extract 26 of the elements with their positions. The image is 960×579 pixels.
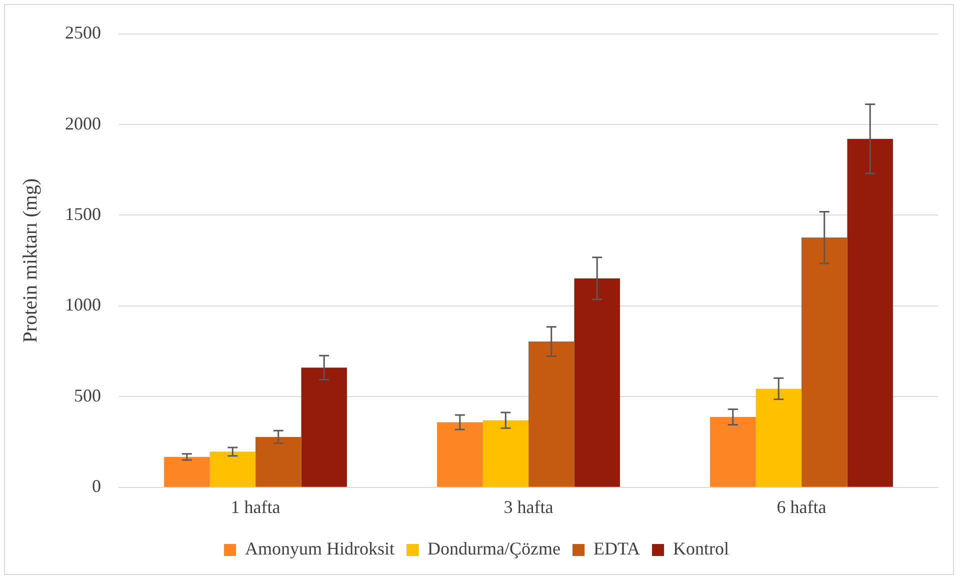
bar — [574, 278, 620, 487]
x-tick-label: 1 hafta — [230, 496, 280, 517]
y-tick-label: 500 — [74, 385, 101, 406]
bar — [847, 138, 893, 487]
legend-label: Dondurma/Çözme — [427, 538, 560, 559]
bar — [256, 436, 302, 487]
bar — [210, 452, 256, 487]
bar — [301, 368, 347, 487]
bar — [756, 388, 802, 487]
y-tick-label: 2500 — [65, 22, 101, 43]
bar — [482, 420, 528, 487]
y-tick-label: 1500 — [65, 204, 101, 224]
legend-label: Kontrol — [673, 538, 730, 559]
bar — [802, 238, 848, 487]
legend-label: EDTA — [593, 538, 640, 559]
y-tick-label: 1000 — [65, 294, 101, 315]
bar — [528, 342, 574, 487]
bar — [710, 417, 756, 487]
y-tick-label: 0 — [92, 476, 101, 496]
x-tick-label: 6 hafta — [776, 496, 826, 517]
x-tick-label: 3 hafta — [504, 496, 554, 517]
bar — [437, 422, 483, 487]
y-axis-title: Protein miktarı (mg) — [19, 178, 42, 343]
bar — [164, 456, 210, 487]
y-tick-label: 2000 — [65, 113, 101, 134]
legend-label: Amonyum Hidroksit — [244, 538, 395, 559]
